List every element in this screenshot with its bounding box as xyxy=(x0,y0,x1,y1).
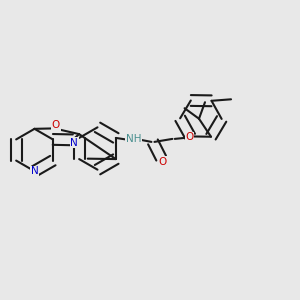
Text: O: O xyxy=(185,132,194,142)
Text: NH: NH xyxy=(126,134,141,145)
Text: O: O xyxy=(52,120,60,130)
Text: N: N xyxy=(31,166,38,176)
Text: N: N xyxy=(70,138,78,148)
Text: O: O xyxy=(158,157,167,167)
